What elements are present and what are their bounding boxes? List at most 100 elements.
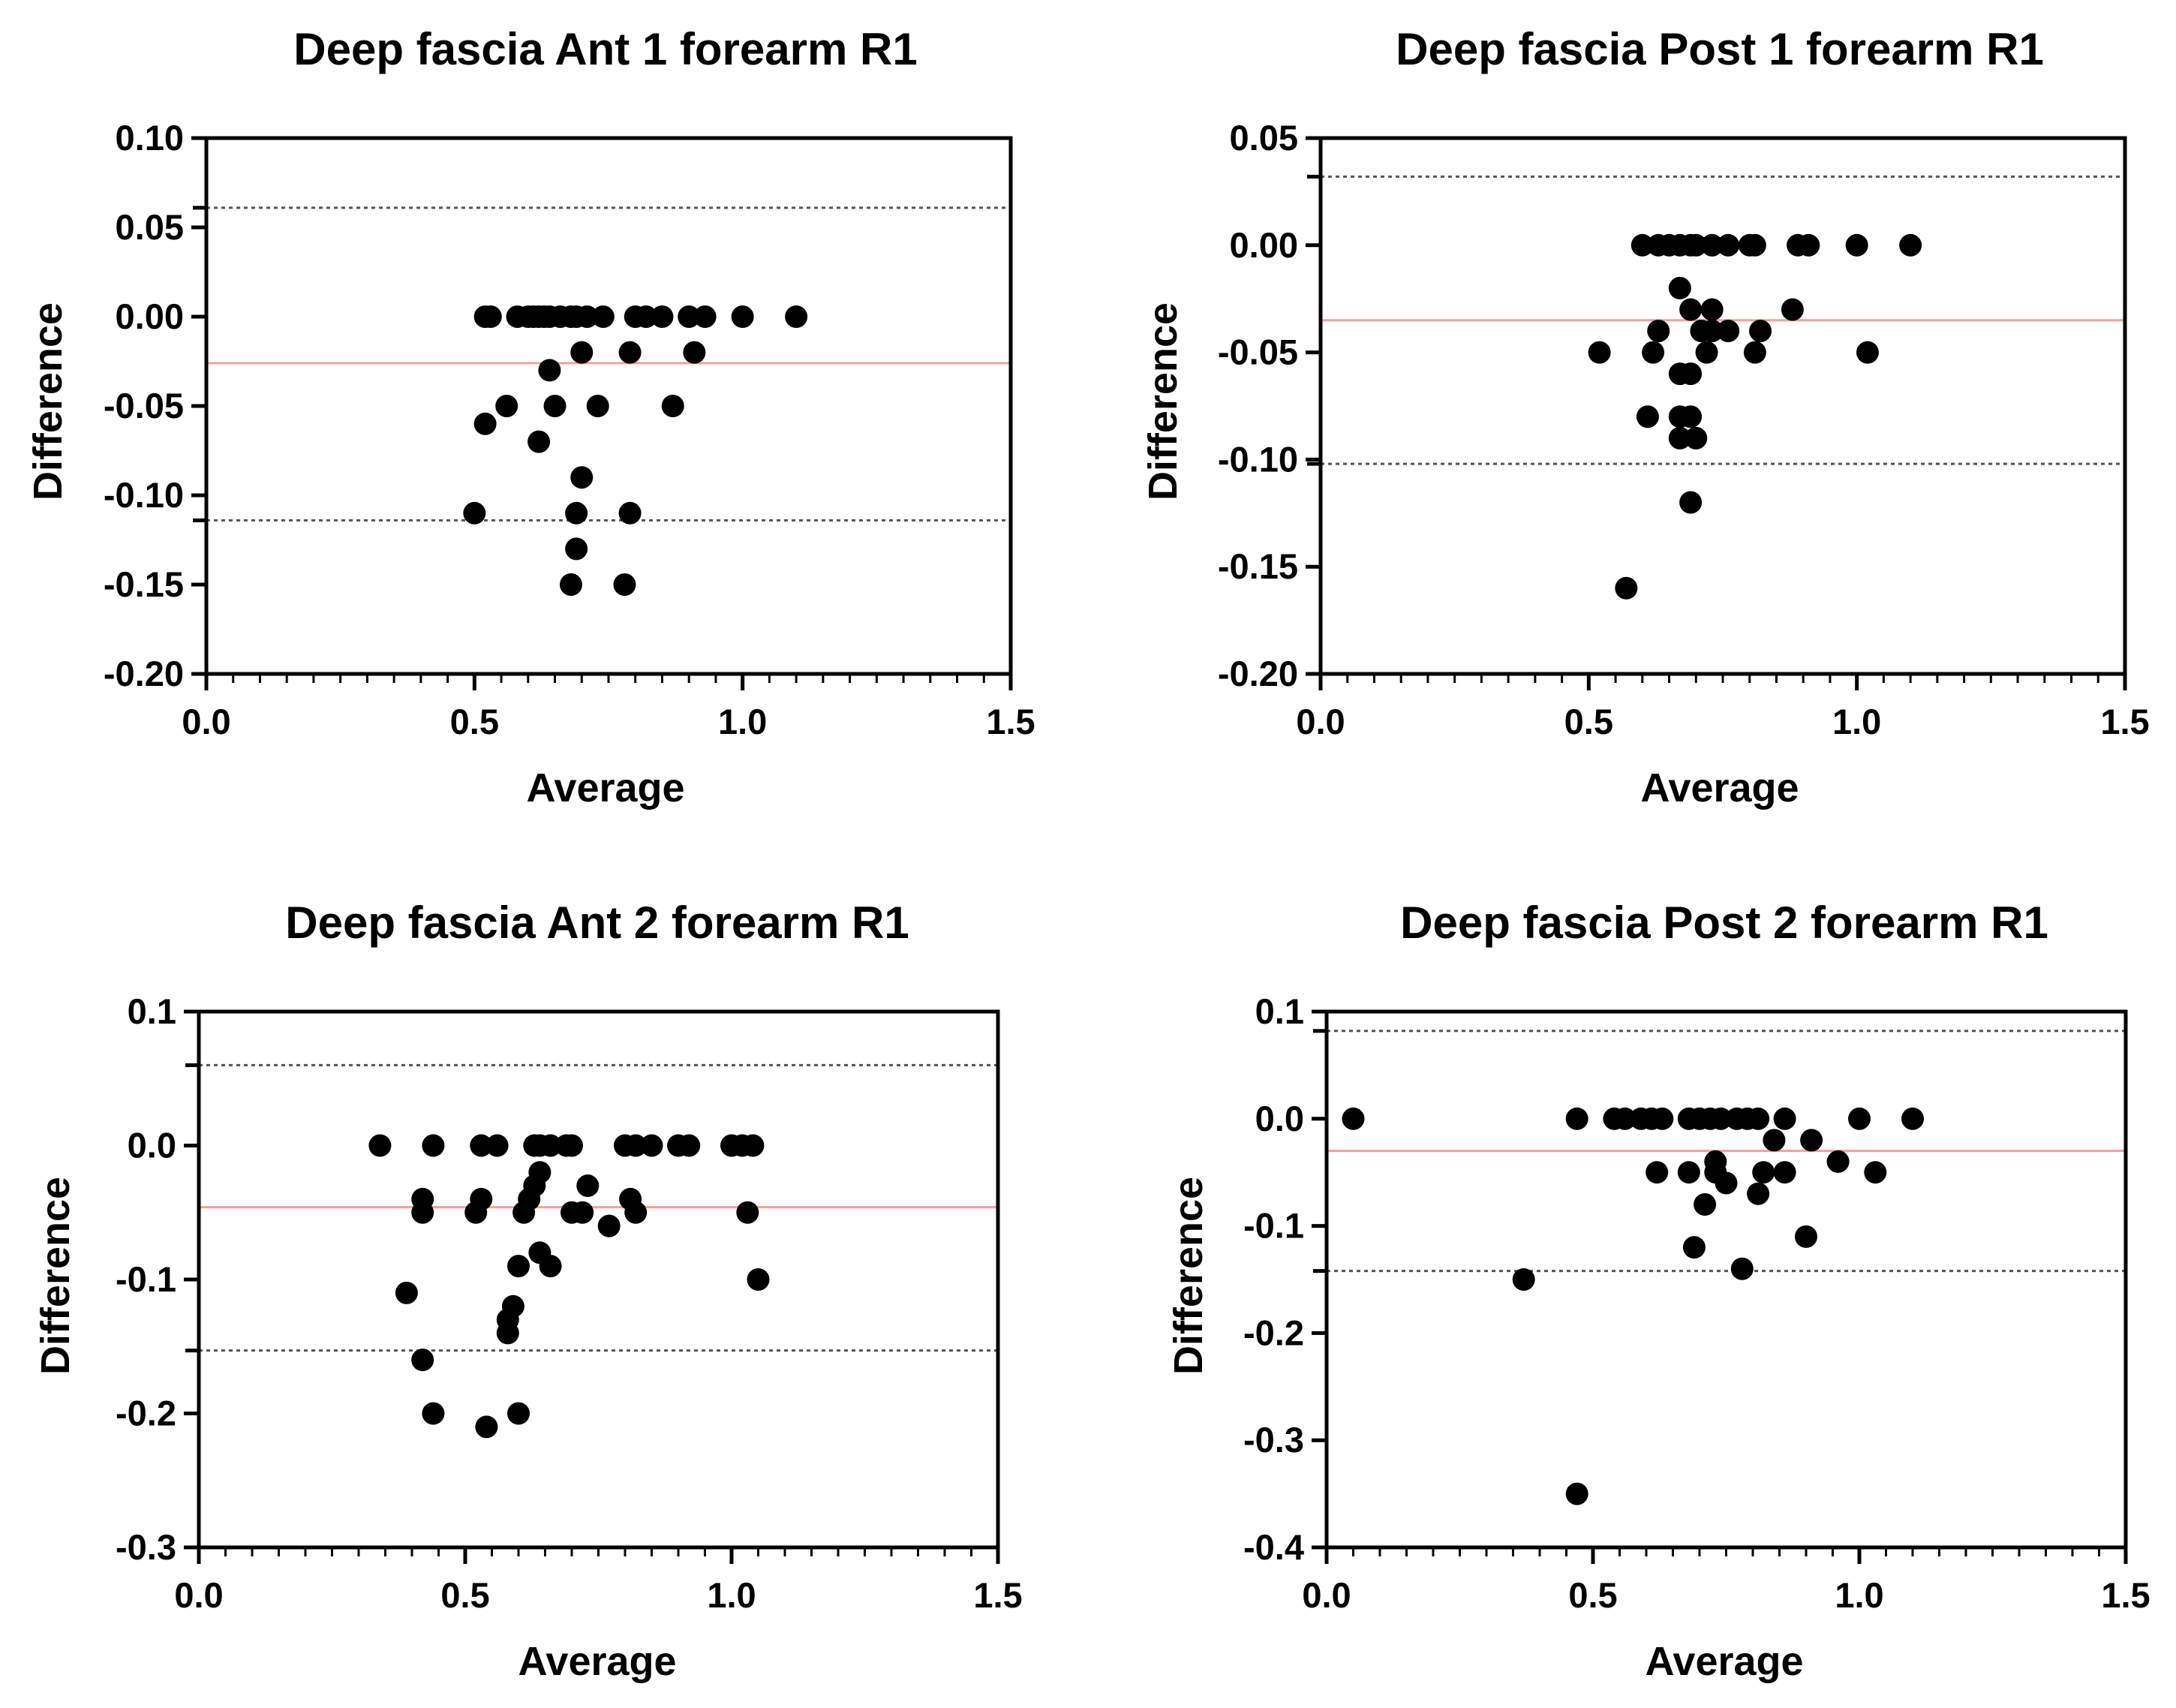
data-point [1679,491,1703,514]
y-tick-label: -0.4 [1243,1527,1304,1567]
data-point [1781,298,1804,321]
y-tick-label: 0.1 [128,991,176,1031]
data-point [422,1402,445,1425]
x-tick-label: 1.5 [986,702,1035,741]
data-point [1763,1129,1786,1152]
data-point [741,1134,765,1157]
y-tick-label: -0.1 [1243,1206,1304,1246]
x-tick-label: 1.0 [718,702,767,741]
data-point [1749,320,1772,343]
data-point [576,305,599,328]
data-point [597,1214,621,1237]
data-point [561,1134,583,1157]
y-tick-label: 0.0 [128,1126,176,1165]
data-point [543,395,567,417]
y-tick-label: 0.10 [116,118,184,158]
data-point [1651,1107,1674,1130]
x-tick-label: 1.5 [973,1575,1022,1615]
x-tick-label: 0.0 [182,702,230,741]
data-point [512,1201,536,1224]
y-axis-label-group: Difference [1141,302,1186,501]
data-point [1795,1225,1817,1248]
data-point [411,1349,434,1372]
y-tick-label: 0.1 [1255,991,1304,1031]
data-point [463,501,486,525]
chart-title: Deep fascia Post 1 forearm R1 [1396,24,2044,74]
chart-title: Deep fascia Post 2 forearm R1 [1400,898,2048,948]
y-tick-label: -0.2 [1243,1313,1304,1352]
y-axis-label: Difference [33,1177,78,1375]
data-point [470,1134,493,1157]
data-point [1773,1107,1796,1130]
data-point [1901,1107,1924,1130]
data-point [576,1174,600,1198]
data-point [1800,1129,1823,1152]
data-point [473,412,497,435]
data-point [1700,233,1724,257]
data-point [1679,362,1703,386]
data-point [1588,341,1611,364]
data-point [651,305,674,328]
data-point [1682,1236,1706,1259]
chart-title: Deep fascia Ant 1 forearm R1 [293,24,917,74]
x-tick-label: 1.5 [2101,1575,2150,1615]
data-point [1685,426,1708,450]
data-point [1615,576,1638,600]
x-tick-label: 0.0 [174,1575,223,1615]
data-point [640,1134,663,1157]
data-point [1512,1268,1535,1291]
data-point [1899,233,1922,257]
data-point [1636,405,1659,429]
data-point [422,1134,445,1157]
data-point [731,305,754,328]
data-point [1695,341,1718,364]
plot-frame [197,1009,1000,1550]
y-tick-label: -0.05 [1218,332,1298,372]
data-point [1679,298,1703,321]
y-tick-label: -0.15 [1218,546,1298,586]
y-tick-label: -0.05 [104,386,184,425]
data-point [635,305,658,328]
data-point [1773,1161,1796,1184]
data-point [1642,341,1665,364]
data-point [1565,1107,1588,1130]
x-axis-label: Average [526,765,684,810]
data-point [618,341,642,364]
x-tick-label: 0.0 [1296,702,1345,741]
data-point [1826,1150,1850,1173]
y-axis-label: Difference [26,302,71,501]
data-point [559,573,582,596]
x-tick-label: 0.5 [1568,1575,1617,1615]
plot-area: 0.05 0.00 -0.05 -0.10 -0.15 -0.20 0.0 0.5 1.0 1.5 [1218,118,2150,741]
data-point [1700,298,1724,321]
data-point [1679,405,1703,429]
x-axis-label: Average [518,1639,676,1684]
plot-area: 0.1 0.0 -0.1 -0.2 -0.3 0.0 0.5 1.0 1.5 [116,991,1023,1615]
x-axis-label: Average [1640,765,1799,810]
y-tick-label: 0.05 [1230,118,1298,158]
chart-panel-ant1: Deep fascia Ant 1 forearm R1 Difference … [26,24,1035,810]
data-point [1856,341,1879,364]
data-point [571,1201,594,1224]
data-point [678,1134,701,1157]
data-point [1646,1161,1669,1184]
data-point [618,501,642,525]
data-point [1848,1107,1871,1130]
y-axis-label: Difference [1141,302,1186,501]
data-point [538,359,561,382]
data-point [624,1201,648,1224]
data-point [678,305,701,328]
chart-panel-post2: Deep fascia Post 2 forearm R1 Difference… [1166,898,2150,1684]
data-point [747,1268,770,1291]
x-tick-label: 0.0 [1302,1575,1351,1615]
y-tick-label: -0.2 [116,1394,176,1433]
y-tick-label: -0.10 [104,475,184,515]
y-tick-label: -0.3 [1243,1420,1304,1460]
data-point [507,1402,530,1425]
data-point [539,1134,562,1157]
chart-panel-ant2: Deep fascia Ant 2 forearm R1 Difference … [33,898,1023,1684]
data-point [1717,320,1740,343]
data-point [693,305,717,328]
data-point [368,1134,392,1157]
